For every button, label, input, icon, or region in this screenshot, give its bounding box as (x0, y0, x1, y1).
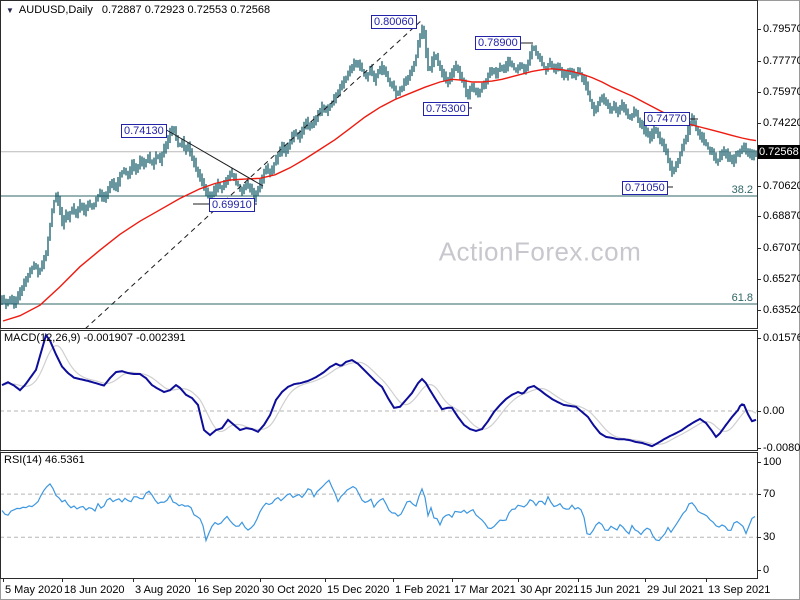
ohlc-values: 0.72887 0.72923 0.72553 0.72568 (101, 4, 271, 16)
price-tag: 0.74770 (644, 112, 690, 126)
macd-axis-label: 0.015768 (763, 332, 800, 344)
price-tag: 0.74130 (121, 124, 167, 138)
time-axis-tick (578, 578, 579, 582)
price-axis-label: 0.70620 (763, 180, 800, 192)
price-tag: 0.78900 (475, 36, 521, 50)
price-axis-tick (757, 123, 761, 124)
time-axis-label: 15 Jun 2021 (580, 584, 641, 596)
price-axis-label: 0.75970 (763, 86, 800, 98)
time-axis-label: 1 Feb 2021 (395, 584, 451, 596)
main-price-chart-canvas[interactable]: 38.2 61.8 (0, 0, 757, 328)
macd-indicator-title: MACD(12,26,9) -0.001907 -0.002391 (4, 332, 186, 344)
price-axis-tick (757, 61, 761, 62)
time-axis-label: 16 Sep 2020 (197, 584, 260, 596)
macd-axis-tick (757, 411, 761, 412)
time-axis-tick (3, 578, 4, 582)
price-axis-label: 0.74220 (763, 117, 800, 129)
time-axis-label: 18 Jun 2020 (64, 584, 125, 596)
watermark: ActionForex.com (438, 236, 642, 267)
rsi-axis-label: 0 (763, 564, 770, 576)
time-axis-label: 29 Jul 2021 (647, 584, 704, 596)
price-axis-tick (757, 248, 761, 249)
time-axis-tick (393, 578, 394, 582)
price-axis-label: 0.68870 (763, 210, 800, 222)
time-axis-label: 5 May 2020 (5, 584, 63, 596)
falling-trendline (162, 127, 264, 187)
time-axis-tick (325, 578, 326, 582)
price-tag: 0.71050 (622, 181, 668, 195)
time-axis-tick (645, 578, 646, 582)
fib-level-label: 38.2 (732, 184, 753, 196)
macd-axis-label: 0.00 (763, 405, 785, 417)
rsi-axis-tick (757, 462, 761, 463)
time-axis-label: 30 Oct 2020 (262, 584, 322, 596)
rsi-axis-tick (757, 494, 761, 495)
time-axis-tick (518, 578, 519, 582)
price-axis-label: 0.79570 (763, 23, 800, 35)
price-tag: 0.69910 (209, 198, 255, 212)
price-axis-tick (757, 29, 761, 30)
time-axis-label: 3 Aug 2020 (135, 584, 191, 596)
macd-signal-line (1, 344, 757, 446)
rsi-axis-label: 70 (763, 488, 776, 500)
time-axis-tick (706, 578, 707, 582)
time-axis-label: 30 Apr 2021 (520, 584, 580, 596)
rsi-indicator-canvas[interactable] (0, 452, 757, 578)
macd-main-line (1, 332, 757, 448)
price-tag: 0.80060 (371, 15, 417, 29)
rsi-axis-tick (757, 537, 761, 538)
rsi-axis-label: 100 (763, 456, 782, 468)
time-axis-tick (133, 578, 134, 582)
price-axis-label: 0.67070 (763, 242, 800, 254)
rsi-axis-tick (757, 570, 761, 571)
chart-header: ▼ AUDUSD,Daily 0.72887 0.72923 0.72553 0.7… (6, 4, 270, 16)
fib-level-label: 61.8 (732, 292, 753, 304)
macd-indicator-canvas[interactable] (0, 330, 757, 450)
rsi-axis-label: 30 (763, 531, 776, 543)
symbol-timeframe-title: AUDUSD,Daily (18, 4, 93, 16)
price-axis-tick (757, 216, 761, 217)
price-axis-tick (757, 186, 761, 187)
price-tag: 0.75300 (423, 102, 469, 116)
current-price-axis-label: 0.72568 (758, 145, 800, 159)
time-axis-tick (452, 578, 453, 582)
price-axis-label: 0.77770 (763, 55, 800, 67)
rsi-line (1, 479, 756, 543)
time-axis-label: 15 Dec 2020 (327, 584, 390, 596)
price-axis-tick (757, 310, 761, 311)
time-axis-tick (195, 578, 196, 582)
time-axis-tick (62, 578, 63, 582)
symbol-dropdown-icon[interactable]: ▼ (6, 6, 14, 15)
time-axis-tick (260, 578, 261, 582)
price-axis-tick (757, 92, 761, 93)
time-axis-label: 13 Sep 2021 (708, 584, 771, 596)
projection-dashed (85, 18, 424, 328)
price-axis-tick (757, 279, 761, 280)
time-axis-label: 17 Mar 2021 (454, 584, 516, 596)
price-axis-label: 0.63520 (763, 304, 800, 316)
macd-axis-tick (757, 338, 761, 339)
price-axis-label: 0.65270 (763, 273, 800, 285)
macd-axis-label: -0.008053 (763, 442, 800, 454)
rsi-indicator-title: RSI(14) 46.5361 (4, 454, 85, 466)
macd-axis-tick (757, 448, 761, 449)
